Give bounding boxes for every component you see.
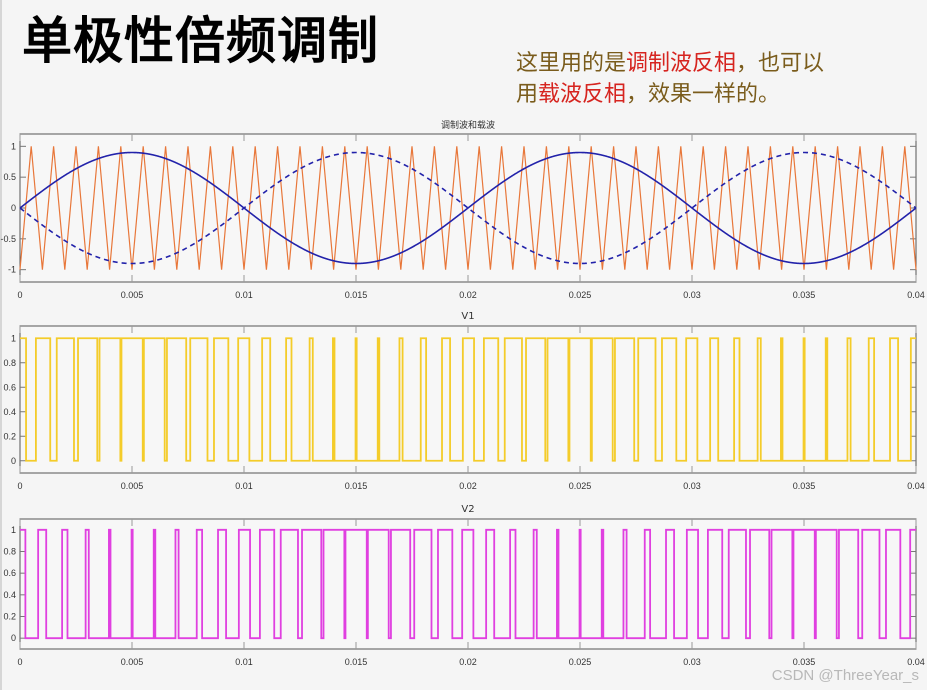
slide-note: 这里用的是调制波反相，也可以 用载波反相，效果一样的。: [516, 48, 916, 110]
svg-text:0.025: 0.025: [569, 657, 592, 667]
note-line-2: 用载波反相，效果一样的。: [516, 79, 916, 110]
chart-v2: 0 0.005 0.01 0.015 0.02 0.025 0.03 0.035 0.04 1 0.…: [3, 518, 925, 667]
chart-1-title: 调制波和载波: [440, 121, 496, 131]
svg-text:0.005: 0.005: [121, 290, 144, 300]
svg-text:0.6: 0.6: [3, 382, 16, 392]
note-text: 用: [516, 82, 539, 107]
slide-left-border: [0, 0, 2, 690]
svg-text:0.8: 0.8: [3, 547, 16, 557]
svg-text:0.01: 0.01: [235, 481, 253, 491]
svg-text:0.4: 0.4: [3, 590, 16, 600]
svg-text:0.015: 0.015: [345, 290, 368, 300]
svg-text:0.6: 0.6: [3, 568, 16, 578]
svg-text:0.02: 0.02: [459, 290, 477, 300]
watermark: CSDN @ThreeYear_s: [771, 667, 919, 684]
chart-3-title: V2: [461, 504, 475, 515]
svg-text:0.035: 0.035: [793, 290, 816, 300]
chart-carrier-modulation: 0 0.005 0.01 0.015 0.02 0.025 0.03 0.035 0.04 1 0.…: [0, 133, 925, 300]
svg-text:0.5: 0.5: [3, 172, 16, 182]
svg-text:0.02: 0.02: [459, 481, 477, 491]
svg-text:0.01: 0.01: [235, 290, 253, 300]
note-text: ，也可以: [736, 51, 825, 76]
svg-text:0: 0: [11, 456, 16, 466]
svg-text:1: 1: [11, 141, 16, 151]
svg-text:1: 1: [11, 525, 16, 535]
svg-text:0.035: 0.035: [793, 481, 816, 491]
svg-text:0: 0: [17, 657, 22, 667]
chart-v1: 0 0.005 0.01 0.015 0.02 0.025 0.03 0.035 0.04 1 0.…: [3, 325, 925, 491]
svg-text:0.04: 0.04: [907, 290, 925, 300]
note-line-1: 这里用的是调制波反相，也可以: [516, 48, 916, 79]
note-highlight: 载波反相: [538, 82, 627, 107]
svg-text:0.04: 0.04: [907, 657, 925, 667]
chart-2-title: V1: [461, 311, 475, 322]
svg-text:0.015: 0.015: [345, 657, 368, 667]
note-highlight: 调制波反相: [626, 51, 737, 76]
svg-text:0.2: 0.2: [3, 612, 16, 622]
svg-text:-1: -1: [8, 265, 16, 275]
svg-text:0.025: 0.025: [569, 290, 592, 300]
svg-text:0.025: 0.025: [569, 481, 592, 491]
svg-text:0.005: 0.005: [121, 657, 144, 667]
svg-text:0.03: 0.03: [683, 657, 701, 667]
svg-text:0.4: 0.4: [3, 407, 16, 417]
slide-title: 单极性倍频调制: [22, 11, 379, 70]
svg-text:1: 1: [11, 333, 16, 343]
svg-text:0.2: 0.2: [3, 431, 16, 441]
svg-text:0.035: 0.035: [793, 657, 816, 667]
svg-text:0: 0: [11, 633, 16, 643]
svg-text:0.015: 0.015: [345, 481, 368, 491]
svg-text:-0.5: -0.5: [0, 234, 16, 244]
svg-text:0: 0: [11, 203, 16, 213]
svg-text:0.03: 0.03: [683, 481, 701, 491]
svg-text:0.02: 0.02: [459, 657, 477, 667]
svg-text:0: 0: [17, 481, 22, 491]
svg-text:0.03: 0.03: [683, 290, 701, 300]
note-text: ，效果一样的。: [626, 82, 781, 107]
svg-text:0.8: 0.8: [3, 358, 16, 368]
svg-text:0.005: 0.005: [121, 481, 144, 491]
svg-text:0.01: 0.01: [235, 657, 253, 667]
note-text: 这里用的是: [516, 51, 627, 76]
svg-text:0: 0: [17, 290, 22, 300]
svg-text:0.04: 0.04: [907, 481, 925, 491]
